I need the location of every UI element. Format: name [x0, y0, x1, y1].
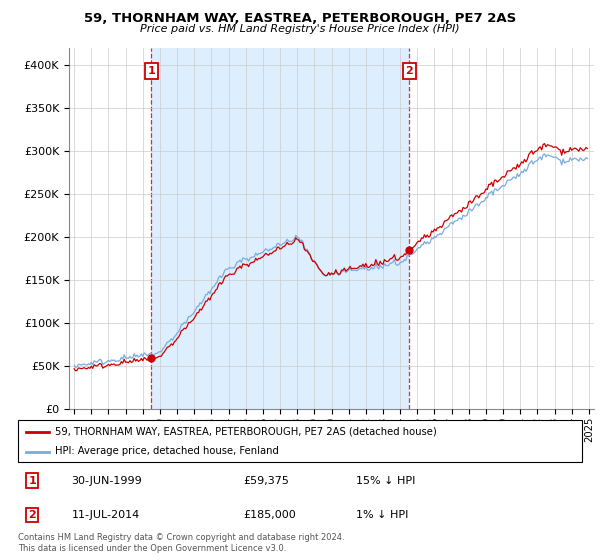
Bar	[151, 48, 409, 409]
Text: 1: 1	[28, 476, 36, 486]
Text: Contains HM Land Registry data © Crown copyright and database right 2024.
This d: Contains HM Land Registry data © Crown c…	[18, 533, 344, 553]
Text: 59, THORNHAM WAY, EASTREA, PETERBOROUGH, PE7 2AS: 59, THORNHAM WAY, EASTREA, PETERBOROUGH,…	[84, 12, 516, 25]
Text: HPI: Average price, detached house, Fenland: HPI: Average price, detached house, Fenl…	[55, 446, 278, 456]
Text: 15% ↓ HPI: 15% ↓ HPI	[356, 476, 416, 486]
Text: 11-JUL-2014: 11-JUL-2014	[71, 510, 140, 520]
Text: 2: 2	[406, 66, 413, 76]
Text: 1: 1	[148, 66, 155, 76]
Text: 1% ↓ HPI: 1% ↓ HPI	[356, 510, 409, 520]
Text: 59, THORNHAM WAY, EASTREA, PETERBOROUGH, PE7 2AS (detached house): 59, THORNHAM WAY, EASTREA, PETERBOROUGH,…	[55, 427, 436, 437]
Text: Price paid vs. HM Land Registry's House Price Index (HPI): Price paid vs. HM Land Registry's House …	[140, 24, 460, 34]
Text: £185,000: £185,000	[244, 510, 296, 520]
Text: 2: 2	[28, 510, 36, 520]
Text: £59,375: £59,375	[244, 476, 289, 486]
Text: 30-JUN-1999: 30-JUN-1999	[71, 476, 142, 486]
